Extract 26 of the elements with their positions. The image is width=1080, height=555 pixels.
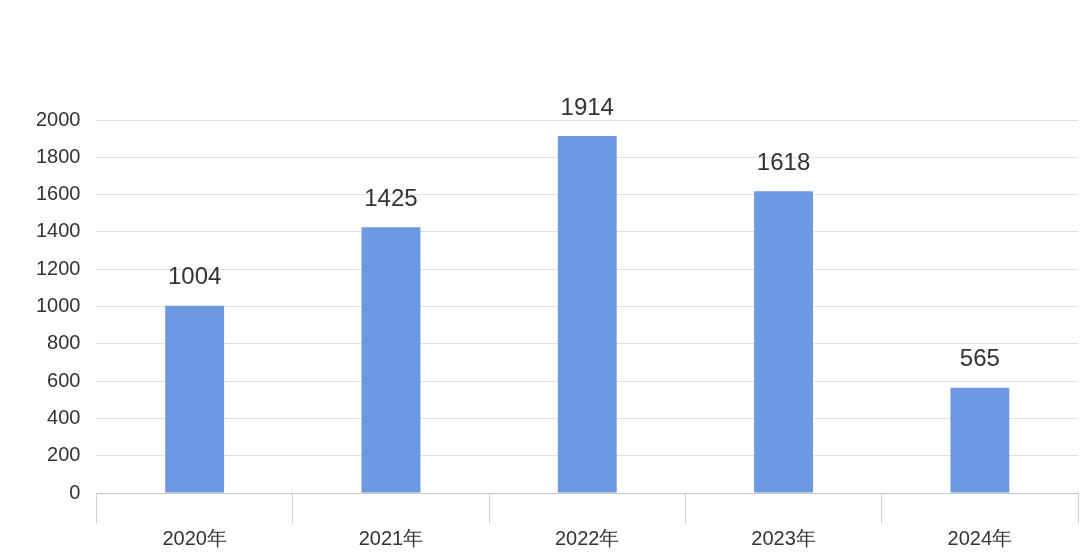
x-tick-label: 2024年	[947, 526, 1013, 549]
x-tick-label: 2021年	[358, 526, 424, 549]
data-label: 1618	[756, 147, 811, 175]
x-tick-label: 2023年	[751, 526, 816, 549]
bar	[950, 387, 1010, 493]
data-label: 565	[959, 344, 1000, 372]
y-tick-label: 1800	[35, 144, 81, 167]
y-tick-label: 800	[47, 331, 81, 354]
bar	[165, 305, 225, 493]
y-tick-label: 400	[47, 405, 81, 428]
bar	[361, 227, 421, 493]
y-tick-label: 600	[47, 368, 81, 391]
y-tick-label: 200	[47, 443, 81, 466]
data-label: 1914	[560, 92, 614, 120]
y-tick-label: 2000	[35, 107, 81, 130]
data-label: 1004	[167, 262, 222, 290]
y-tick-label: 1600	[35, 182, 81, 205]
y-tick-label: 1200	[35, 256, 81, 279]
bar	[557, 136, 617, 493]
x-tick-label: 2020年	[162, 526, 227, 549]
y-tick-label: 1000	[35, 294, 81, 317]
x-tick-label: 2022年	[555, 526, 620, 549]
data-label: 1425	[364, 183, 418, 211]
y-tick-label: 1400	[35, 219, 81, 242]
y-tick-label: 0	[69, 480, 81, 503]
bar	[754, 191, 813, 493]
